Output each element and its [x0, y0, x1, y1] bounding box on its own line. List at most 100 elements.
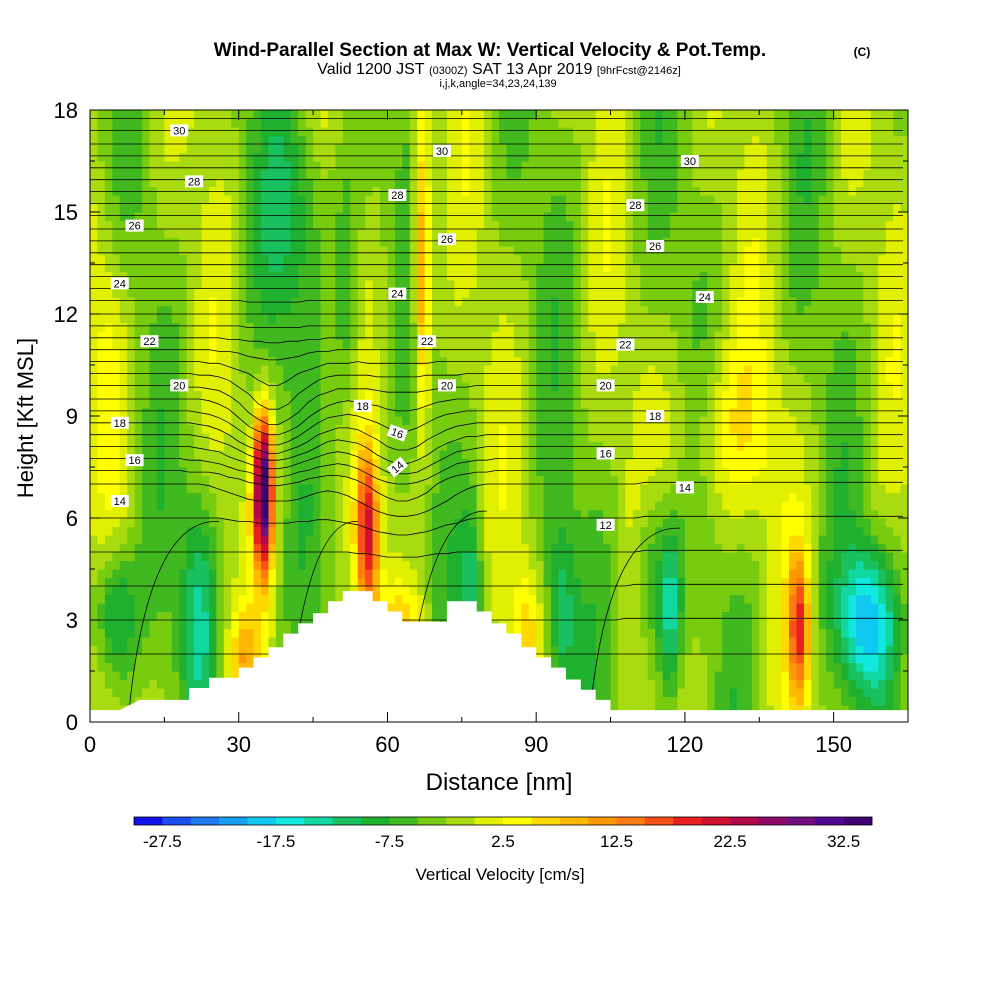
- field-cell: [179, 475, 188, 485]
- field-cell: [357, 365, 366, 375]
- field-cell: [194, 348, 203, 358]
- field-cell: [692, 679, 701, 689]
- field-cell: [156, 433, 165, 443]
- field-cell: [253, 552, 262, 562]
- field-cell: [803, 339, 812, 349]
- field-cell: [677, 424, 686, 434]
- field-cell: [610, 705, 619, 715]
- field-cell: [238, 399, 247, 409]
- field-cell: [290, 331, 299, 341]
- field-cell: [112, 365, 121, 375]
- field-cell: [662, 509, 671, 519]
- field-cell: [789, 679, 798, 689]
- field-cell: [424, 348, 433, 358]
- field-cell: [647, 441, 656, 451]
- field-cell: [134, 645, 143, 655]
- field-cell: [90, 399, 99, 409]
- field-cell: [603, 688, 612, 698]
- field-cell: [253, 475, 262, 485]
- field-cell: [164, 560, 173, 570]
- field-cell: [119, 594, 128, 604]
- field-cell: [246, 475, 255, 485]
- field-cell: [201, 365, 210, 375]
- field-cell: [818, 611, 827, 621]
- field-cell: [610, 339, 619, 349]
- field-cell: [476, 560, 485, 570]
- field-cell: [774, 407, 783, 417]
- field-cell: [171, 543, 180, 553]
- field-cell: [231, 586, 240, 596]
- field-cell: [223, 399, 232, 409]
- field-cell: [127, 637, 136, 647]
- field-cell: [699, 586, 708, 596]
- field-cell: [543, 603, 552, 613]
- field-cell: [714, 509, 723, 519]
- field-cell: [833, 382, 842, 392]
- field-cell: [655, 705, 664, 715]
- field-cell: [156, 577, 165, 587]
- field-cell: [818, 628, 827, 638]
- field-cell: [491, 569, 500, 579]
- field-cell: [632, 586, 641, 596]
- field-cell: [536, 382, 545, 392]
- field-cell: [900, 628, 908, 638]
- field-cell: [670, 356, 679, 366]
- field-cell: [603, 509, 612, 519]
- field-cell: [580, 628, 589, 638]
- field-cell: [588, 365, 597, 375]
- field-cell: [841, 535, 850, 545]
- field-cell: [313, 535, 322, 545]
- field-cell: [417, 373, 426, 383]
- field-cell: [521, 637, 530, 647]
- field-cell: [558, 586, 567, 596]
- field-cell: [149, 688, 158, 698]
- field-cell: [580, 390, 589, 400]
- field-cell: [796, 467, 805, 477]
- field-cell: [432, 484, 441, 494]
- field-cell: [744, 705, 753, 715]
- field-cell: [454, 382, 463, 392]
- field-cell: [194, 331, 203, 341]
- field-cell: [90, 628, 99, 638]
- field-cell: [789, 450, 798, 460]
- field-cell: [342, 560, 351, 570]
- field-cell: [617, 679, 627, 689]
- field-cell: [179, 535, 188, 545]
- field-cell: [439, 407, 448, 417]
- field-cell: [900, 671, 908, 681]
- field-cell: [565, 399, 574, 409]
- field-cell: [156, 628, 165, 638]
- field-cell: [104, 552, 113, 562]
- field-cell: [774, 458, 783, 468]
- field-cell: [878, 484, 887, 494]
- field-cell: [833, 458, 842, 468]
- field-cell: [707, 492, 716, 502]
- field-cell: [290, 594, 299, 604]
- field-cell: [290, 569, 299, 579]
- field-cell: [781, 348, 790, 358]
- field-cell: [261, 356, 270, 366]
- field-cell: [870, 339, 879, 349]
- field-cell: [149, 543, 158, 553]
- field-cell: [90, 577, 99, 587]
- field-cell: [796, 611, 805, 621]
- field-cell: [156, 339, 165, 349]
- field-cell: [803, 441, 812, 451]
- field-cell: [223, 637, 232, 647]
- field-cell: [632, 416, 641, 426]
- field-cell: [90, 552, 99, 562]
- field-cell: [610, 543, 619, 553]
- field-cell: [327, 356, 336, 366]
- field-cell: [283, 611, 292, 621]
- field-cell: [766, 671, 775, 681]
- field-cell: [878, 535, 887, 545]
- field-cell: [789, 594, 798, 604]
- field-cell: [893, 433, 902, 443]
- field-cell: [201, 458, 210, 468]
- field-cell: [543, 382, 552, 392]
- field-cell: [134, 475, 143, 485]
- field-cell: [625, 492, 634, 502]
- field-cell: [766, 569, 775, 579]
- field-cell: [335, 433, 344, 443]
- field-cell: [841, 441, 850, 451]
